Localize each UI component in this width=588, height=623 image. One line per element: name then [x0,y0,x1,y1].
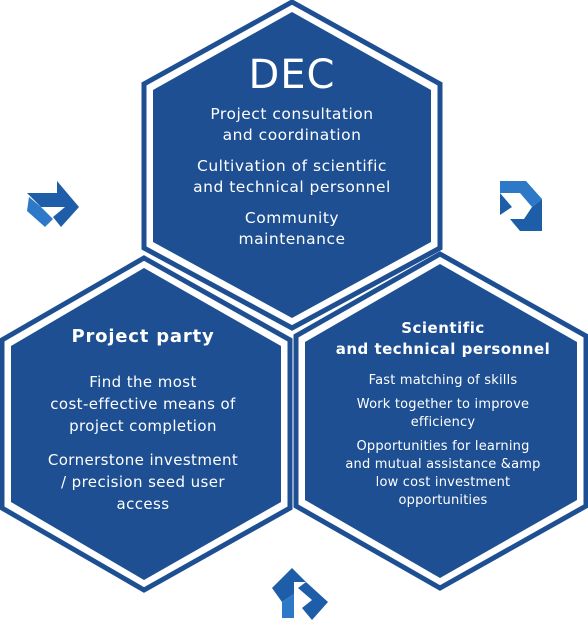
project-party-item-text: Cornerstone investment / precision seed u… [18,449,268,515]
project-party-text-block: Project party Find the most cost-effectiv… [18,325,268,527]
scientific-personnel-hexagon [293,251,588,591]
project-party-hexagon [0,255,293,593]
scientific-personnel-item: Opportunities for learning and mutual ass… [312,438,574,510]
scientific-personnel-item: Work together to improve efficiency [312,396,574,432]
scientific-personnel-item: Fast matching of skills [312,372,574,390]
text-line: Cultivation of scientific [197,157,387,175]
dec-item-text: Project consultation and coordination [162,104,422,146]
dec-item-text: Cultivation of scientific and technical p… [162,156,422,198]
cycle-arrow-icon-left [27,181,79,227]
text-line: / precision seed user [61,473,225,491]
text-line: Community [244,209,340,227]
text-line: and coordination [222,126,362,144]
scientific-personnel-item-text: Work together to improve efficiency [312,396,574,432]
text-line: Opportunities for learning [356,439,530,454]
project-party-item-text: Find the most cost-effective means of proj… [18,371,268,437]
scientific-personnel-text-block: Scientific and technical personnel Fast m… [312,318,574,516]
dec-item: Project consultation and coordination [162,104,422,146]
text-line: project completion [69,417,217,435]
dec-text-block: DEC Project consultation and coordination… [162,52,422,260]
project-party-item: Find the most cost-effective means of proj… [18,371,268,437]
cycle-arrow-icon-bottom [272,568,328,620]
text-line: Project consultation [210,105,374,123]
text-line: Scientific [401,319,485,337]
text-line: Work together to improve [356,397,530,412]
text-line: and mutual assistance &amp [345,457,541,472]
dec-items: Project consultation and coordination Cul… [162,104,422,250]
text-line: Cornerstone investment [47,451,239,469]
dec-item-text: Community maintenance [162,208,422,250]
text-line: efficiency [410,415,476,430]
text-line: access [116,495,170,513]
text-line: and technical personnel [335,340,551,358]
dec-item: Cultivation of scientific and technical p… [162,156,422,198]
project-party-item: Cornerstone investment / precision seed u… [18,449,268,515]
dec-title: DEC [248,52,336,98]
dec-hexagon [141,0,443,331]
text-line: Fast matching of skills [368,373,518,388]
text-line: maintenance [238,230,346,248]
scientific-personnel-item-text: Fast matching of skills [312,372,574,390]
scientific-personnel-item-text: Opportunities for learning and mutual ass… [312,438,574,510]
dec-item: Community maintenance [162,208,422,250]
cycle-arrow-icon-right [500,181,542,231]
text-line: Find the most [89,373,197,391]
text-line: cost-effective means of [50,395,236,413]
text-line: low cost investment [375,475,511,490]
text-line: opportunities [398,493,488,508]
text-line: and technical personnel [193,178,391,196]
scientific-personnel-title: Scientific and technical personnel [312,318,574,360]
project-party-title: Project party [71,326,215,347]
